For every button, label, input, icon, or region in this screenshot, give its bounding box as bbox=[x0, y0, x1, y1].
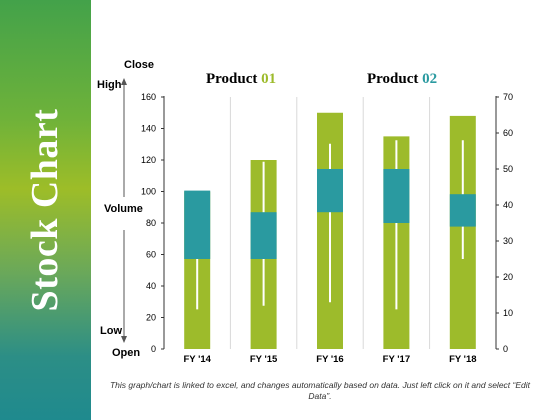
right-tick-label: 40 bbox=[503, 200, 513, 210]
legend-product-01-number: 01 bbox=[261, 71, 277, 87]
left-tick-label: 140 bbox=[141, 124, 156, 134]
category-label: FY '14 bbox=[183, 354, 211, 365]
axis-arrow-up-head bbox=[121, 78, 127, 85]
legend-product-01: Product 01 bbox=[206, 71, 276, 88]
high-label: High bbox=[97, 79, 122, 91]
legend-product-01-word: Product bbox=[206, 71, 258, 87]
left-tick-label: 100 bbox=[141, 187, 156, 197]
right-tick-label: 0 bbox=[503, 344, 508, 354]
left-tick-label: 120 bbox=[141, 155, 156, 165]
close-label: Close bbox=[124, 59, 154, 71]
volume-label: Volume bbox=[104, 203, 143, 215]
candle-body bbox=[449, 194, 476, 227]
candle-body bbox=[184, 190, 211, 259]
footnote: This graph/chart is linked to excel, and… bbox=[109, 380, 531, 401]
right-tick-label: 30 bbox=[503, 236, 513, 246]
open-label: Open bbox=[112, 347, 141, 359]
candle-body bbox=[317, 169, 343, 213]
category-label: FY '16 bbox=[316, 354, 343, 365]
right-tick-label: 60 bbox=[503, 128, 513, 138]
right-tick-label: 10 bbox=[503, 308, 513, 318]
candle-body bbox=[250, 212, 277, 259]
right-tick-label: 20 bbox=[503, 272, 513, 282]
candle-body bbox=[383, 169, 410, 223]
right-tick-label: 50 bbox=[503, 164, 513, 174]
left-tick-label: 20 bbox=[146, 313, 156, 323]
axis-arrow-down-head bbox=[121, 336, 127, 343]
left-tick-label: 60 bbox=[146, 250, 156, 260]
low-label: Low bbox=[100, 325, 122, 337]
category-label: FY '18 bbox=[449, 354, 476, 365]
title-sidebar: Stock Chart bbox=[0, 0, 91, 420]
left-tick-label: 40 bbox=[146, 281, 156, 291]
legend-product-02: Product 02 bbox=[367, 71, 437, 88]
legend-product-02-word: Product bbox=[367, 71, 419, 87]
left-tick-label: 0 bbox=[151, 344, 156, 354]
right-tick-label: 70 bbox=[503, 92, 513, 102]
legend-product-02-number: 02 bbox=[422, 71, 438, 87]
category-label: FY '15 bbox=[250, 354, 278, 365]
left-tick-label: 160 bbox=[141, 92, 156, 102]
left-tick-label: 80 bbox=[146, 218, 156, 228]
category-label: FY '17 bbox=[383, 354, 410, 365]
